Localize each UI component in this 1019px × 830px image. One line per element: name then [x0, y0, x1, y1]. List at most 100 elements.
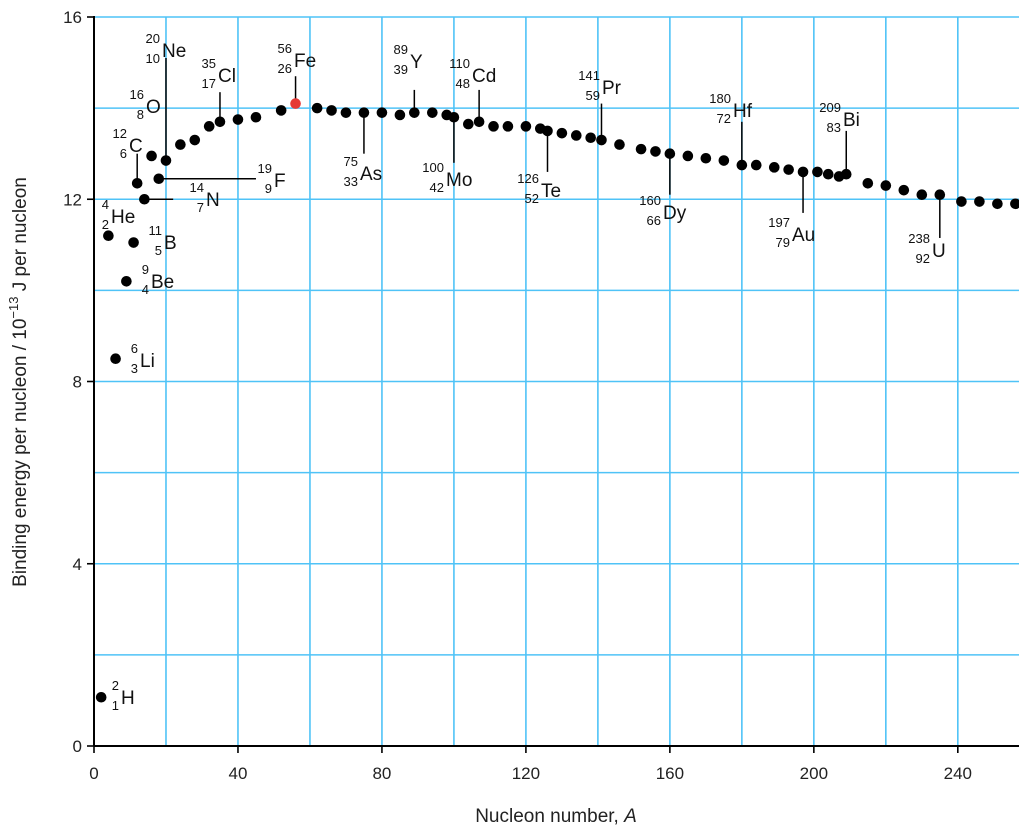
element-symbol: Bi: [843, 110, 860, 131]
data-point: [520, 121, 532, 132]
element-symbol: Au: [792, 225, 815, 246]
data-point: [822, 168, 834, 180]
y-axis-title: Binding energy per nucleon / 10−13 J per…: [6, 177, 31, 587]
data-point: [812, 166, 823, 178]
data-point: [1010, 198, 1019, 210]
mass-number: 35: [202, 56, 216, 71]
x-tick-label: 200: [800, 764, 828, 783]
nuclide-label-n: N14 7: [190, 180, 220, 215]
leader-lines: [136, 58, 941, 238]
atomic-number: 4: [142, 282, 149, 297]
data-point: [488, 121, 499, 132]
data-point: [862, 178, 874, 189]
y-tick-label: 8: [73, 373, 82, 392]
atomic-number: 59: [586, 88, 600, 103]
data-point: [131, 178, 143, 189]
data-point: [898, 184, 910, 196]
data-point-highlight: [290, 98, 301, 109]
y-tick-label: 16: [63, 8, 82, 27]
atomic-number: 83: [827, 120, 841, 135]
data-point: [797, 166, 809, 178]
element-symbol: Dy: [663, 203, 687, 224]
data-point: [614, 139, 625, 150]
data-point: [189, 134, 201, 146]
data-point: [473, 116, 485, 128]
data-point: [121, 275, 132, 287]
data-point: [153, 173, 165, 185]
data-point: [840, 168, 852, 180]
data-point: [175, 139, 186, 150]
nuclide-label-he: He4 2: [102, 197, 136, 232]
atomic-number: 79: [776, 235, 790, 250]
data-point: [880, 180, 892, 191]
data-point: [139, 193, 150, 205]
mass-number: 75: [344, 154, 358, 169]
element-symbol: Pr: [602, 78, 622, 99]
data-point: [700, 152, 712, 164]
data-point: [448, 111, 460, 123]
element-symbol: O: [146, 97, 161, 118]
data-point: [128, 237, 139, 248]
atomic-number: 1: [112, 698, 119, 713]
nuclide-label-y: Y89 39: [394, 42, 423, 77]
y-tick-label: 4: [73, 555, 82, 574]
mass-number: 180: [709, 91, 731, 106]
data-point: [502, 121, 514, 132]
data-point: [736, 159, 748, 171]
atomic-number: 52: [525, 191, 539, 206]
data-point: [95, 691, 107, 703]
element-symbol: H: [121, 688, 135, 709]
data-point: [596, 134, 607, 146]
data-point: [768, 162, 780, 173]
atomic-number: 2: [102, 217, 109, 232]
atomic-number: 42: [430, 180, 444, 195]
nuclide-label-o: O16 8: [130, 87, 161, 122]
nuclide-label-c: C12 6: [113, 126, 143, 161]
data-point: [160, 155, 172, 166]
nuclide-label-li: Li6 3: [131, 341, 155, 376]
mass-number: 6: [131, 341, 138, 356]
data-point: [934, 189, 946, 200]
atomic-number: 39: [394, 62, 408, 77]
atomic-number: 7: [197, 200, 204, 215]
data-point: [463, 118, 474, 130]
element-symbol: Cl: [218, 66, 236, 87]
mass-number: 19: [258, 161, 272, 176]
data-point: [376, 107, 388, 118]
mass-number: 20: [146, 31, 160, 46]
atomic-number: 17: [202, 76, 216, 91]
atomic-number: 8: [137, 107, 144, 122]
x-tick-label: 0: [89, 764, 98, 783]
atomic-number: 66: [647, 213, 661, 228]
mass-number: 126: [517, 171, 539, 186]
data-point: [427, 107, 438, 118]
mass-number: 238: [908, 231, 930, 246]
element-symbol: Ne: [162, 41, 186, 62]
data-point: [409, 107, 420, 118]
atomic-number: 9: [265, 181, 272, 196]
nuclide-label-be: Be9 4: [142, 262, 174, 297]
x-tick-label: 240: [944, 764, 972, 783]
mass-number: 11: [149, 223, 163, 238]
data-point: [542, 125, 553, 137]
data-point: [783, 164, 794, 175]
data-points: [95, 98, 1019, 703]
x-axis-title: Nucleon number, A: [475, 806, 637, 827]
data-point: [326, 105, 337, 116]
data-point: [340, 107, 352, 118]
data-point: [956, 196, 967, 207]
data-point: [750, 159, 762, 171]
mass-number: 4: [102, 197, 109, 212]
atomic-number: 5: [155, 243, 162, 258]
grid-lines: [94, 16, 1019, 746]
nuclide-labels: H21Li63Be94He42B115N147F199C126O168Ne201…: [102, 31, 946, 713]
data-point: [146, 150, 157, 162]
mass-number: 12: [113, 126, 127, 141]
element-symbol: Te: [541, 181, 561, 202]
